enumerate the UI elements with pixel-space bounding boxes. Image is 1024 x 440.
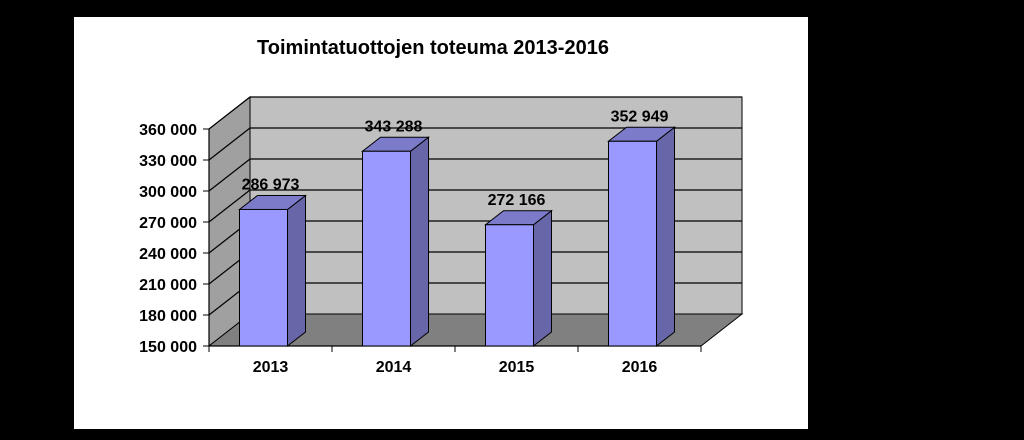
x-tick-label: 2015: [499, 359, 535, 376]
y-tick-label: 180 000: [139, 308, 197, 325]
bar: [361, 136, 430, 348]
chart-panel: Toimintatuottojen toteuma 2013-2016 150 …: [74, 17, 808, 429]
y-tick-label: 360 000: [139, 122, 197, 139]
y-tick-label: 270 000: [139, 215, 197, 232]
bar-front: [362, 150, 411, 347]
bar-side: [410, 136, 429, 348]
bar: [484, 209, 553, 348]
bars: [238, 126, 676, 348]
gridline: [208, 127, 742, 161]
bar-front: [239, 208, 288, 347]
y-axis-tick-labels: 150 000 180 000 210 000 240 000 270 000 300 0…: [139, 122, 197, 356]
y-tick-label: 240 000: [139, 246, 197, 263]
gridline: [208, 158, 742, 192]
chart-title: Toimintatuottojen toteuma 2013-2016: [257, 37, 609, 59]
x-tick-label: 2016: [622, 359, 658, 376]
data-label: 286 973: [242, 176, 300, 193]
gridline: [208, 189, 742, 223]
y-tick-label: 150 000: [139, 339, 197, 356]
y-tick-label: 210 000: [139, 277, 197, 294]
x-tick-label: 2014: [376, 359, 412, 376]
bar: [238, 194, 307, 348]
bar-side: [287, 194, 306, 348]
y-tick-label: 330 000: [139, 153, 197, 170]
y-tick-label: 300 000: [139, 184, 197, 201]
x-axis-tick-labels: 2013 2014 2015 2016: [253, 359, 658, 376]
data-label: 272 166: [488, 192, 546, 209]
bar-front: [485, 224, 534, 347]
bar: [607, 126, 676, 348]
data-labels: 286 973 343 288 272 166 352 949: [242, 108, 669, 208]
bar-side: [656, 126, 675, 348]
bar-chart: Toimintatuottojen toteuma 2013-2016 150 …: [139, 37, 744, 376]
data-label: 343 288: [365, 118, 423, 135]
gridline: [208, 96, 742, 130]
data-label: 352 949: [611, 108, 669, 125]
bar-side: [533, 209, 552, 348]
x-tick-label: 2013: [253, 359, 289, 376]
bar-front: [608, 140, 657, 347]
